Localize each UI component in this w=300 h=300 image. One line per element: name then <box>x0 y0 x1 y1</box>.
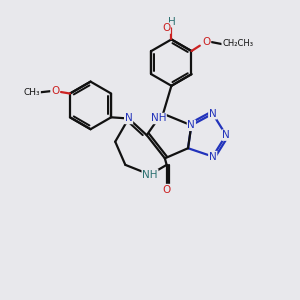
Text: O: O <box>163 184 171 194</box>
Text: N: N <box>222 130 230 140</box>
Text: O: O <box>162 23 170 33</box>
Text: O: O <box>51 86 59 96</box>
Text: N: N <box>125 113 133 124</box>
Text: NH: NH <box>151 113 166 124</box>
Text: CH₃: CH₃ <box>24 88 40 97</box>
Text: N: N <box>209 152 217 161</box>
Text: NH: NH <box>142 170 158 180</box>
Text: CH₂CH₃: CH₂CH₃ <box>222 39 253 48</box>
Text: O: O <box>202 37 211 47</box>
Text: N: N <box>188 120 195 130</box>
Text: H: H <box>167 16 175 27</box>
Text: N: N <box>209 109 217 119</box>
